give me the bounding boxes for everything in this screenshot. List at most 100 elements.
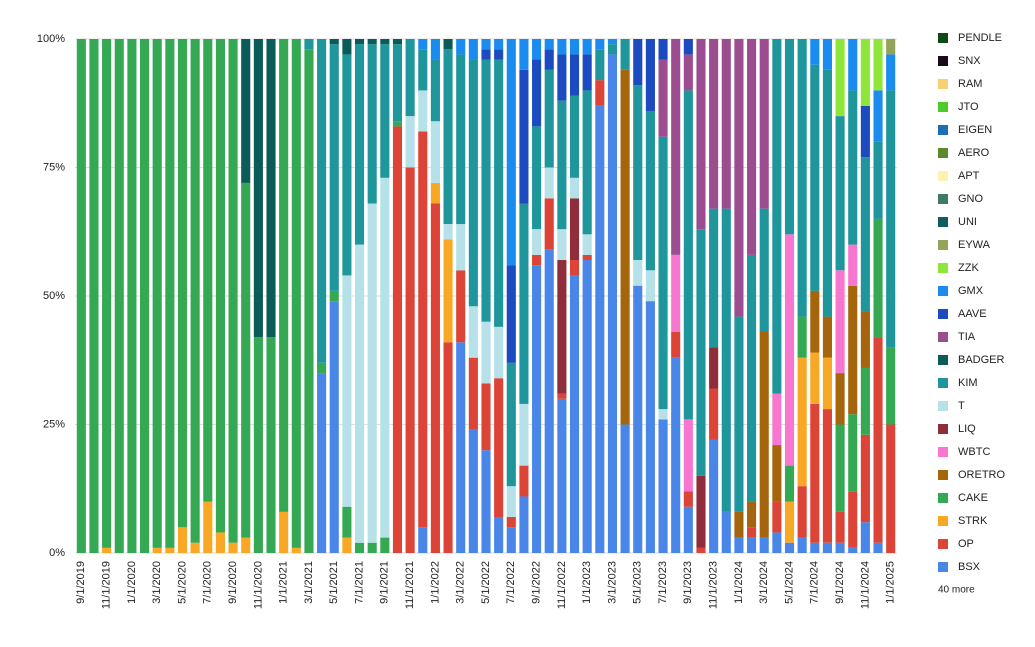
bar-segment	[835, 542, 845, 553]
bar-segment	[152, 547, 162, 553]
bar-segment	[582, 90, 592, 235]
legend-swatch	[938, 194, 948, 204]
bar-segment	[810, 39, 820, 65]
x-tick-label: 7/1/2024	[809, 561, 821, 604]
bar-segment	[506, 486, 516, 518]
bar-segment	[329, 44, 339, 291]
bar-segment	[772, 532, 782, 553]
legend-label: PENDLE	[958, 32, 1002, 44]
y-tick-label: 25%	[43, 418, 65, 430]
bar-segment	[494, 326, 504, 379]
legend-label: EIGEN	[958, 124, 992, 136]
bar-segment	[835, 373, 845, 425]
bar-segment	[443, 239, 453, 343]
bar-segment	[784, 234, 795, 466]
x-tick-label: 11/1/2023	[708, 561, 720, 609]
legend-swatch	[938, 355, 948, 365]
x-tick-label: 3/1/2024	[758, 561, 770, 604]
x-tick-label: 11/1/2021	[404, 561, 416, 609]
bar-segment	[797, 39, 807, 317]
bar-segment	[848, 285, 858, 415]
bar-segment	[772, 501, 782, 533]
bar-segment	[607, 54, 618, 554]
bar-segment	[734, 316, 744, 512]
bar-segment	[784, 501, 795, 543]
bar-segment	[380, 177, 390, 538]
bar-segment	[114, 39, 124, 553]
bar-segment	[797, 357, 807, 487]
bar-segment	[822, 542, 832, 553]
bar-segment	[848, 547, 858, 553]
bar-segment	[430, 182, 440, 204]
bar-segment	[89, 39, 99, 553]
bar-segment	[620, 39, 630, 70]
bar-segment	[367, 542, 377, 553]
bar-segment	[886, 424, 896, 553]
bar-segment	[405, 116, 415, 168]
bar-segment	[645, 301, 655, 553]
bar-segment	[418, 90, 428, 132]
bar-segment	[633, 39, 643, 86]
bar-segment	[848, 244, 858, 286]
bar-segment	[873, 218, 883, 338]
bar-segment	[569, 177, 580, 199]
x-tick-label: 9/1/2021	[379, 561, 391, 604]
bar-segment	[683, 54, 693, 91]
bar-segment	[342, 54, 352, 276]
bar-segment	[481, 59, 491, 322]
bar-segment	[683, 491, 693, 507]
bar-segment	[380, 39, 390, 45]
bar-segment	[190, 39, 200, 543]
bar-segment	[569, 54, 580, 96]
legend-swatch	[938, 493, 948, 503]
x-tick-label: 3/1/2022	[455, 561, 467, 604]
bar-segment	[797, 316, 807, 358]
bar-segment	[569, 95, 580, 178]
x-tick-label: 5/1/2023	[632, 561, 644, 604]
bar-segment	[532, 39, 542, 60]
legend-swatch	[938, 516, 948, 526]
x-tick-label: 7/1/2023	[657, 561, 669, 604]
bar-segment	[822, 39, 832, 70]
bar-segment	[772, 39, 782, 394]
bar-segment	[190, 542, 200, 553]
bar-segment	[177, 39, 188, 528]
x-tick-label: 11/1/2022	[556, 561, 568, 609]
bar-segment	[886, 347, 896, 425]
y-tick-label: 100%	[37, 33, 65, 45]
bar-segment	[342, 537, 352, 553]
bar-segment	[873, 90, 883, 142]
bar-segment	[860, 434, 870, 523]
legend-swatch	[938, 263, 948, 273]
legend-label: ORETRO	[958, 469, 1006, 481]
bar-segment	[418, 131, 428, 528]
bar-segment	[354, 542, 365, 553]
bar-segment	[494, 49, 504, 60]
bar-segment	[342, 39, 352, 55]
x-tick-label: 1/1/2025	[885, 561, 897, 604]
bar-segment	[582, 254, 592, 261]
legend-label: AERO	[958, 147, 990, 159]
bar-segment	[443, 49, 453, 225]
bar-segment	[468, 357, 478, 430]
bar-segment	[329, 290, 339, 302]
bar-segment	[392, 121, 403, 127]
legend-swatch	[938, 79, 948, 89]
bar-segment	[279, 39, 289, 512]
bar-segment	[759, 331, 769, 538]
bar-segment	[380, 537, 390, 553]
bar-segment	[228, 39, 238, 543]
bar-segment	[797, 537, 807, 553]
bar-segment	[405, 167, 415, 553]
bar-segment	[759, 208, 769, 332]
bar-segment	[810, 290, 820, 353]
bar-segment	[215, 532, 225, 553]
bar-segment	[443, 224, 453, 240]
bar-segment	[519, 496, 529, 553]
bar-segment	[367, 203, 377, 543]
bar-segment	[430, 39, 440, 60]
bar-segment	[266, 337, 276, 553]
bar-segment	[519, 39, 529, 70]
legend-label: WBTC	[958, 446, 990, 458]
